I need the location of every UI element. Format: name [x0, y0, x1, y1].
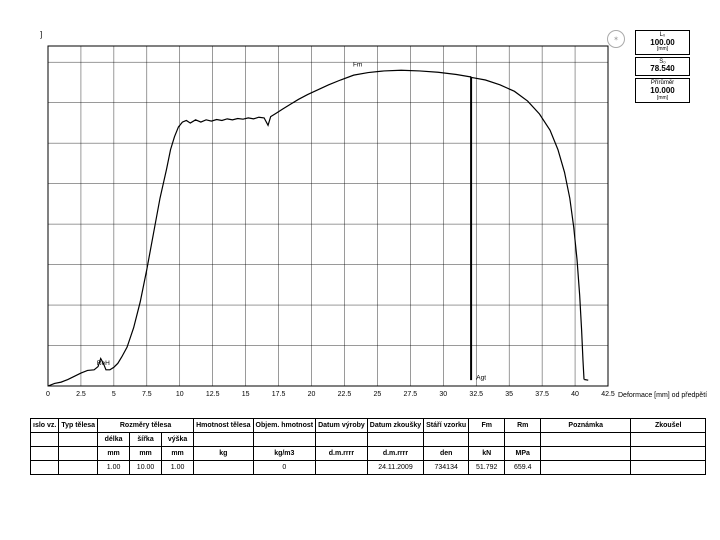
svg-text:17.5: 17.5	[272, 391, 286, 398]
table-header-cell: Stáří vzorku	[424, 419, 469, 433]
table-header-cell: Typ tělesa	[59, 419, 98, 433]
table-cell: 51.792	[469, 461, 505, 475]
y-axis-stub: ]	[40, 30, 43, 39]
table-cell: 0	[253, 461, 316, 475]
table-header-cell: Fm	[469, 419, 505, 433]
svg-text:ReH: ReH	[97, 360, 110, 367]
table-header-cell: Rozměry tělesa	[98, 419, 194, 433]
table-header-cell	[31, 433, 59, 447]
table-header-cell	[505, 433, 541, 447]
table-header-cell: Datum výroby	[316, 419, 368, 433]
svg-text:2.5: 2.5	[76, 391, 86, 398]
svg-text:35: 35	[505, 391, 513, 398]
table-cell	[194, 461, 253, 475]
svg-text:Agt: Agt	[476, 374, 486, 381]
table-header-cell: Datum zkoušky	[367, 419, 423, 433]
table-cell: 1.00	[162, 461, 194, 475]
table-header-cell	[31, 447, 59, 461]
info-box-l0: L₀ 100.00 [mm]	[635, 30, 690, 55]
table-header-cell	[541, 447, 631, 461]
table-header-cell	[631, 433, 706, 447]
specimen-table: ıslo vz.Typ tělesaRozměry tělesaHmotnost…	[30, 418, 706, 475]
svg-text:12.5: 12.5	[206, 391, 220, 398]
svg-text:40: 40	[571, 391, 579, 398]
table-header-cell: Objem. hmotnost	[253, 419, 316, 433]
table-cell: 24.11.2009	[367, 461, 423, 475]
table-cell: 734134	[424, 461, 469, 475]
table-header-cell: kg/m3	[253, 447, 316, 461]
table-header-cell	[541, 433, 631, 447]
table-header-cell: Rm	[505, 419, 541, 433]
table-header-cell	[469, 433, 505, 447]
table-cell	[316, 461, 368, 475]
table-header-cell: Zkoušel	[631, 419, 706, 433]
svg-text:30: 30	[439, 391, 447, 398]
table-header-cell	[424, 433, 469, 447]
svg-text:5: 5	[112, 391, 116, 398]
svg-text:7.5: 7.5	[142, 391, 152, 398]
table-header-cell: Hmotnost tělesa	[194, 419, 253, 433]
table-header-cell: kN	[469, 447, 505, 461]
svg-text:42.5: 42.5	[601, 391, 615, 398]
table-cell	[541, 461, 631, 475]
table-header-cell	[631, 447, 706, 461]
table-header-cell	[59, 447, 98, 461]
svg-text:Fm: Fm	[353, 61, 362, 68]
table-header-cell	[367, 433, 423, 447]
svg-text:37.5: 37.5	[535, 391, 549, 398]
table-header-cell: délka	[98, 433, 130, 447]
info-boxes: L₀ 100.00 [mm] S₀ 78.540 Přírůměr 10.000…	[635, 30, 690, 103]
chart-area: 0 2.5 5 7.5 10 12.5 15 17.5 20 22.5 25 27.5 30 32.5 35…	[48, 46, 608, 404]
table-header-cell: mm	[162, 447, 194, 461]
tensile-chart: 0 2.5 5 7.5 10 12.5 15 17.5 20 22.5 25 27.5 30 32.5 35…	[48, 46, 608, 404]
table-header-cell: výška	[162, 433, 194, 447]
table-header-cell: ıslo vz.	[31, 419, 59, 433]
table-header-cell: šířka	[130, 433, 162, 447]
table-header-cell	[316, 433, 368, 447]
table-cell: 10.00	[130, 461, 162, 475]
svg-text:25: 25	[374, 391, 382, 398]
table-header-cell: Poznámka	[541, 419, 631, 433]
x-axis-label: Deformace [mm] od předpětí	[618, 392, 708, 400]
table-header-cell	[59, 433, 98, 447]
table-header-cell: MPa	[505, 447, 541, 461]
table-header-cell: d.m.rrrr	[316, 447, 368, 461]
table-header-cell: d.m.rrrr	[367, 447, 423, 461]
stamp-circle: ✶	[607, 30, 625, 48]
svg-text:22.5: 22.5	[338, 391, 352, 398]
table-cell	[631, 461, 706, 475]
info-box-diameter: Přírůměr 10.000 [mm]	[635, 78, 690, 103]
table-header-cell: mm	[98, 447, 130, 461]
table-cell: 1.00	[98, 461, 130, 475]
svg-text:10: 10	[176, 391, 184, 398]
table-cell: 659.4	[505, 461, 541, 475]
info-box-s0: S₀ 78.540	[635, 57, 690, 76]
table-header-cell: den	[424, 447, 469, 461]
table-cell	[31, 461, 59, 475]
table-header-cell	[194, 433, 253, 447]
table-header-cell: mm	[130, 447, 162, 461]
svg-text:20: 20	[308, 391, 316, 398]
svg-text:0: 0	[46, 391, 50, 398]
table-header-cell: kg	[194, 447, 253, 461]
table-cell	[59, 461, 98, 475]
svg-text:15: 15	[242, 391, 250, 398]
svg-text:32.5: 32.5	[469, 391, 483, 398]
svg-text:27.5: 27.5	[404, 391, 418, 398]
table-header-cell	[253, 433, 316, 447]
